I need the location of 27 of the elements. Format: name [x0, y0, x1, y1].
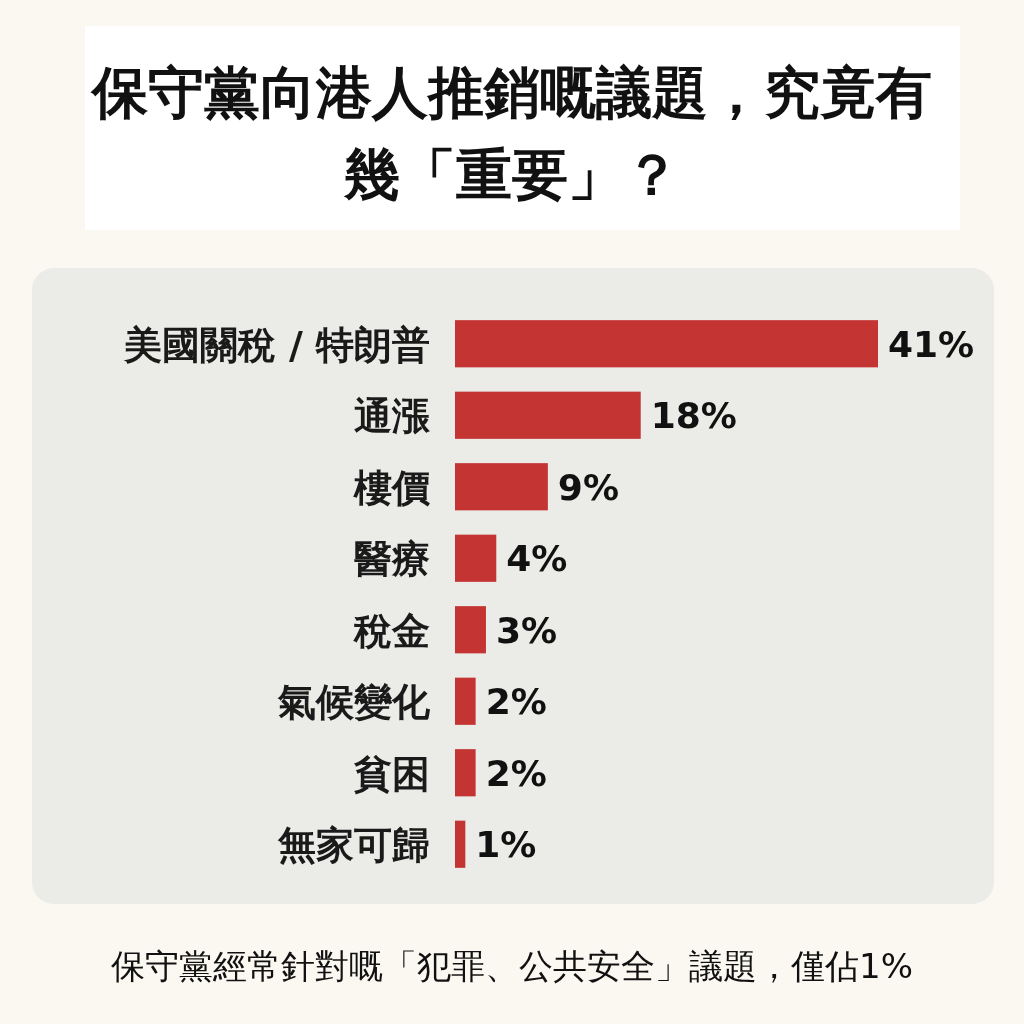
- data-label: 9%: [557, 466, 619, 508]
- bar: [455, 320, 878, 368]
- bar: [455, 534, 497, 582]
- data-label: 41%: [888, 323, 975, 365]
- y-tick-label: 氣候變化: [277, 680, 431, 725]
- bar: [455, 677, 476, 725]
- bar: [455, 820, 466, 868]
- y-tick-label: 無家可歸: [277, 823, 430, 868]
- bar: [455, 391, 641, 439]
- text: 保守黨經常針對嘅「犯罪、公共安全」議題，僅佔1%: [111, 946, 913, 986]
- y-tick-label: 美國關稅 / 特朗普: [122, 322, 430, 367]
- y-tick-label: 貧困: [353, 751, 430, 796]
- y-tick-label: 樓價: [353, 465, 430, 510]
- bar: [455, 463, 548, 511]
- title: 保守黨向港人推銷嘅議題，究竟有幾「重要」？: [85, 26, 960, 230]
- y-tick-label: 稅金: [353, 608, 430, 653]
- data-label: 2%: [485, 752, 547, 794]
- bar: [455, 606, 486, 654]
- bar: [455, 749, 476, 797]
- chart-title: 保守黨向港人推銷嘅議題，究竟有幾「重要」？: [90, 60, 932, 207]
- data-label: 4%: [506, 538, 568, 580]
- data-label: 3%: [495, 609, 558, 651]
- data-label: 2%: [485, 681, 547, 723]
- y-tick-label: 通漲: [354, 394, 431, 439]
- data-label: 1%: [475, 824, 537, 866]
- data-label: 18%: [650, 395, 737, 437]
- y-tick-label: 醫療: [354, 537, 430, 582]
